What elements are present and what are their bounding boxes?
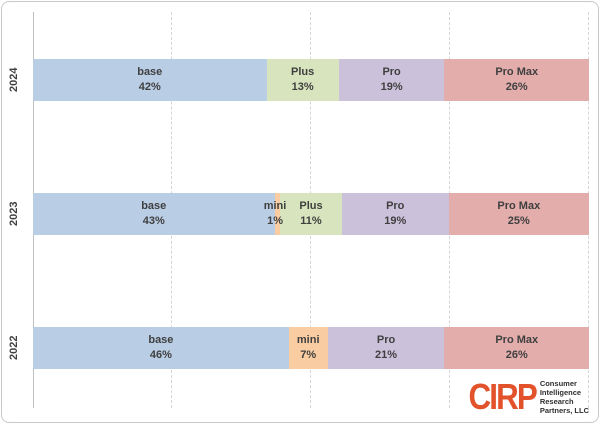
segment-base-2024: base 42% [33,59,267,101]
segment-mini-2022: mini 7% [288,327,328,369]
bar-row-2024: base 42% Plus 13% Pro 19% Pro Max 26% [33,59,589,101]
bar-row-2023: base 43% mini 1% Plus 11% Pro 19% Pro Max 25% [33,193,589,235]
stacked-bar-2023: base 43% mini 1% Plus 11% Pro 19% Pro Max 25% [33,193,589,235]
cirp-logo-acronym: CIRP [468,376,538,417]
segment-label: Pro Max 25% [497,200,541,227]
segment-mini-2023: mini 1% [264,193,286,235]
y-axis-label-2022: 2022 [8,335,20,361]
segment-pro-2023: Pro 19% [341,193,449,235]
segment-pro-2024: Pro 19% [338,59,445,101]
plot-area: 2024 base 42% Plus 13% Pro 19% Pro Max 26% 2023 ba… [8,12,590,408]
y-axis-label-2024: 2024 [8,67,20,93]
segment-label: Pro Max 26% [495,334,539,361]
segment-pro-max-2024: Pro Max 26% [444,59,589,101]
cirp-logo-company-name: Consumer Intelligence Research Partners, LL… [539,379,589,415]
segment-label: Pro 21% [375,334,398,361]
segment-label: base 46% [148,334,174,361]
segment-label: Plus 13% [291,66,315,93]
segment-label: Plus 11% [299,200,323,227]
segment-label: Pro 19% [380,66,403,93]
stacked-bar-2024: base 42% Plus 13% Pro 19% Pro Max 26% [33,59,589,101]
stacked-bar-2022: base 46% mini 7% Pro 21% Pro Max 26% [33,327,590,369]
segment-pro-max-2022: Pro Max 26% [444,327,590,369]
cirp-logo: CIRP Consumer Intelligence Research Partner… [465,376,589,417]
segment-label: Pro 19% [384,200,407,227]
segment-label: mini 7% [296,334,320,361]
bar-row-2022: base 46% mini 7% Pro 21% Pro Max 26% [33,327,590,369]
segment-plus-2023: Plus 11% [280,193,342,235]
segment-label: Pro Max 26% [495,66,539,93]
segment-label: mini 1% [263,200,287,227]
segment-base-2022: base 46% [33,327,289,369]
y-axis-label-2023: 2023 [8,201,20,227]
segment-pro-max-2023: Pro Max 25% [448,193,589,235]
segment-plus-2024: Plus 13% [266,59,339,101]
segment-base-2023: base 43% [33,193,275,235]
segment-label: base 42% [137,66,163,93]
segment-label: base 43% [141,200,167,227]
segment-pro-2022: Pro 21% [327,327,445,369]
